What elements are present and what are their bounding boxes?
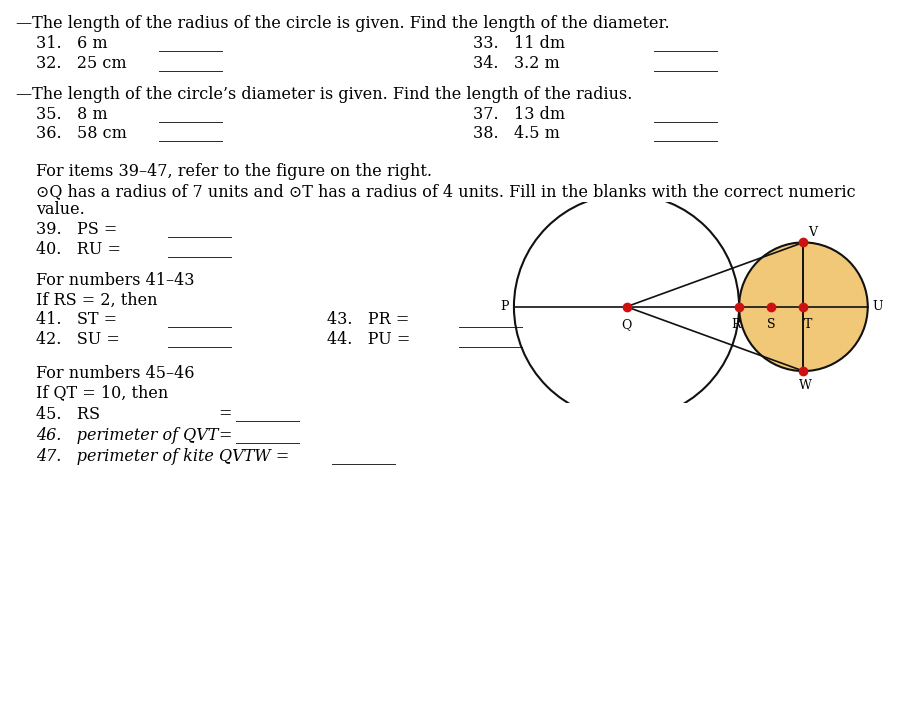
Text: If RS = 2, then: If RS = 2, then xyxy=(36,291,158,308)
Text: 45.   RS: 45. RS xyxy=(36,406,100,422)
Text: ________: ________ xyxy=(159,55,223,72)
Text: ________: ________ xyxy=(459,311,523,328)
Text: ________: ________ xyxy=(168,311,232,328)
Text: U: U xyxy=(873,300,883,313)
Text: For numbers 41–43: For numbers 41–43 xyxy=(36,272,195,289)
Text: —The length of the circle’s diameter is given. Find the length of the radius.: —The length of the circle’s diameter is … xyxy=(16,86,633,103)
Text: ________: ________ xyxy=(236,427,300,444)
Text: ________: ________ xyxy=(654,55,718,72)
Text: ________: ________ xyxy=(159,106,223,122)
Text: ________: ________ xyxy=(459,331,523,348)
Text: 47.   perimeter of kite QVTW =: 47. perimeter of kite QVTW = xyxy=(36,448,290,465)
Text: P: P xyxy=(501,300,509,313)
Text: ________: ________ xyxy=(168,331,232,348)
Text: ________: ________ xyxy=(654,125,718,142)
Text: 37.   13 dm: 37. 13 dm xyxy=(473,106,564,122)
Text: T: T xyxy=(804,318,813,331)
Text: R: R xyxy=(731,318,741,331)
Text: 44.   PU =: 44. PU = xyxy=(327,331,411,348)
Text: ________: ________ xyxy=(332,448,395,465)
Text: For items 39–47, refer to the figure on the right.: For items 39–47, refer to the figure on … xyxy=(36,163,433,180)
Text: ________: ________ xyxy=(654,35,718,52)
Text: 34.   3.2 m: 34. 3.2 m xyxy=(473,55,559,72)
Text: —The length of the radius of the circle is given. Find the length of the diamete: —The length of the radius of the circle … xyxy=(16,15,670,32)
Text: 43.   PR =: 43. PR = xyxy=(327,311,410,328)
Text: V: V xyxy=(808,226,817,239)
Text: ________: ________ xyxy=(159,125,223,142)
Circle shape xyxy=(739,242,868,371)
Text: 35.   8 m: 35. 8 m xyxy=(36,106,108,122)
Text: ⊙Q has a radius of 7 units and ⊙T has a radius of 4 units. Fill in the blanks wi: ⊙Q has a radius of 7 units and ⊙T has a … xyxy=(36,183,856,200)
Text: 39.   PS =: 39. PS = xyxy=(36,221,118,238)
Text: ________: ________ xyxy=(654,106,718,122)
Text: 41.   ST =: 41. ST = xyxy=(36,311,117,328)
Text: 38.   4.5 m: 38. 4.5 m xyxy=(473,125,560,142)
Text: W: W xyxy=(799,379,812,392)
Text: ________: ________ xyxy=(236,406,300,422)
Text: If QT = 10, then: If QT = 10, then xyxy=(36,384,168,401)
Text: ________: ________ xyxy=(168,241,232,258)
Text: =: = xyxy=(218,427,232,444)
Text: value.: value. xyxy=(36,201,85,218)
Text: =: = xyxy=(218,406,232,422)
Text: ________: ________ xyxy=(168,221,232,238)
Text: 33.   11 dm: 33. 11 dm xyxy=(473,35,564,52)
Text: 40.   RU =: 40. RU = xyxy=(36,241,122,258)
Text: For numbers 45–46: For numbers 45–46 xyxy=(36,365,195,382)
Text: ________: ________ xyxy=(159,35,223,52)
Text: 32.   25 cm: 32. 25 cm xyxy=(36,55,127,72)
Text: Q: Q xyxy=(622,318,632,331)
Text: 42.   SU =: 42. SU = xyxy=(36,331,120,348)
Text: S: S xyxy=(767,318,775,331)
Text: 36.   58 cm: 36. 58 cm xyxy=(36,125,127,142)
Text: 46.   perimeter of QVT: 46. perimeter of QVT xyxy=(36,427,219,444)
Text: 31.   6 m: 31. 6 m xyxy=(36,35,108,52)
